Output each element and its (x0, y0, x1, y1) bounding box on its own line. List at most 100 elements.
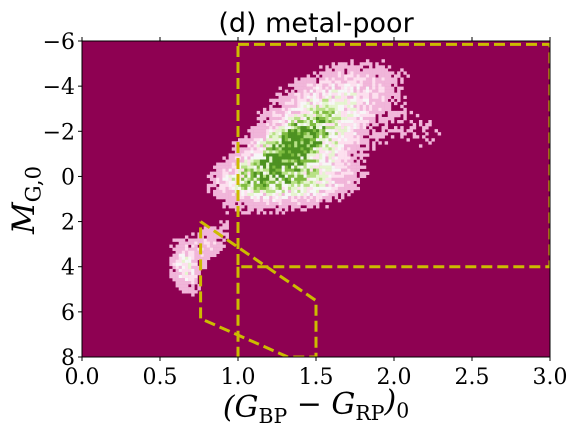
density-cell (234, 171, 239, 175)
density-cell (378, 104, 382, 109)
density-cell (303, 95, 307, 100)
density-cell (303, 156, 307, 160)
density-cell (375, 107, 379, 112)
density-cell (359, 156, 364, 160)
density-cell (306, 107, 311, 112)
density-cell (216, 229, 220, 233)
density-cell (403, 101, 407, 106)
density-cell (287, 147, 292, 151)
density-cell (378, 135, 382, 139)
density-cell (266, 202, 270, 206)
density-cell (206, 250, 211, 254)
density-cell (372, 98, 376, 103)
density-cell (287, 168, 292, 172)
density-cell (291, 180, 295, 185)
density-cell (418, 123, 423, 127)
density-cell (213, 232, 217, 236)
density-cell (365, 77, 370, 81)
density-cell (259, 123, 264, 127)
density-cell (181, 247, 186, 251)
density-cell (297, 95, 301, 100)
density-cell (225, 220, 229, 224)
density-cell (297, 171, 301, 175)
density-cell (253, 147, 258, 151)
density-cell (365, 116, 370, 121)
density-cell (375, 101, 379, 106)
density-cell (281, 126, 286, 130)
density-cell (394, 74, 398, 78)
density-cell (256, 159, 261, 163)
density-cell (219, 180, 223, 185)
density-cell (316, 147, 320, 151)
density-cell (244, 199, 248, 203)
density-cell (262, 141, 267, 145)
density-cell (213, 235, 217, 239)
density-cell (347, 65, 351, 69)
density-cell (266, 174, 270, 179)
density-cell (390, 116, 395, 121)
density-cell (378, 107, 382, 112)
density-cell (206, 244, 211, 248)
density-cell (300, 199, 304, 203)
density-cell (194, 253, 198, 258)
density-cell (381, 107, 385, 112)
density-cell (169, 271, 173, 276)
density-cell (266, 205, 270, 209)
density-cell (353, 156, 357, 160)
density-cell (400, 104, 404, 109)
density-cell (206, 253, 211, 258)
density-cell (328, 83, 332, 87)
density-cell (303, 162, 307, 166)
density-cell (334, 113, 339, 118)
density-cell (344, 177, 348, 182)
density-cell (325, 83, 329, 87)
density-cell (228, 171, 233, 175)
density-cell (340, 68, 345, 72)
density-cell (184, 290, 189, 294)
density-cell (247, 159, 251, 163)
density-cell (250, 199, 254, 203)
density-cell (287, 92, 292, 96)
density-cell (319, 171, 323, 175)
density-cell (340, 141, 345, 145)
density-cell (262, 113, 267, 118)
density-cell (203, 265, 208, 270)
density-cell (375, 83, 379, 87)
density-cell (216, 165, 220, 169)
density-cell (344, 110, 348, 115)
density-cell (231, 156, 236, 160)
density-cell (350, 98, 354, 103)
density-cell (365, 68, 370, 72)
density-cell (384, 141, 389, 145)
density-cell (275, 123, 279, 127)
density-cell (337, 174, 342, 179)
density-cell (375, 132, 379, 136)
density-cell (344, 180, 348, 185)
density-cell (331, 159, 336, 163)
density-cell (309, 80, 314, 84)
density-cell (319, 183, 323, 188)
density-cells (169, 59, 442, 297)
density-cell (344, 74, 348, 78)
density-cell (362, 159, 367, 163)
density-cell (390, 120, 395, 124)
density-cell (316, 165, 320, 169)
density-cell (322, 77, 326, 81)
density-cell (303, 80, 307, 84)
density-cell (359, 65, 364, 69)
density-cell (322, 120, 326, 124)
density-cell (331, 174, 336, 179)
density-cell (259, 174, 264, 179)
density-cell (365, 74, 370, 78)
density-cell (250, 144, 254, 148)
density-cell (319, 113, 323, 118)
density-cell (259, 162, 264, 166)
density-cell (303, 89, 307, 93)
density-cell (394, 129, 398, 133)
density-cell (297, 177, 301, 182)
density-cell (184, 278, 189, 282)
density-cell (362, 138, 367, 142)
density-cell (291, 171, 295, 175)
density-cell (356, 83, 360, 87)
density-cell (353, 80, 357, 84)
